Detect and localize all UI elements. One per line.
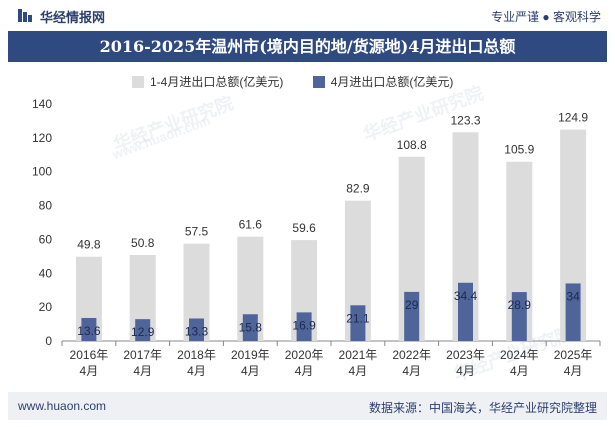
x-tick-label-line: 4月 — [187, 364, 206, 378]
bar-series-2-8 — [511, 292, 527, 341]
top-bar: 华经情报网 专业严谨 ● 客观科学 — [0, 0, 615, 30]
x-tick-label-line: 2019年 — [231, 348, 270, 362]
y-tick-label-0: 0 — [45, 334, 52, 348]
x-tick-label-1: 2017年 4月 — [123, 348, 162, 378]
bar-series-2-7 — [458, 282, 473, 341]
x-tick-label-line: 2024年 — [500, 348, 539, 362]
chart-title: 2016-2025年温州市(境内目的地/货源地)4月进出口总额 — [8, 31, 607, 62]
legend-swatch-series-1 — [132, 75, 144, 88]
data-label-series-2-9: 34 — [566, 289, 580, 303]
data-label-series-1-0: 49.8 — [77, 238, 101, 252]
data-label-series-2-4: 16.9 — [292, 318, 316, 332]
y-tick-label-3: 60 — [39, 232, 53, 246]
x-tick-label-line: 4月 — [510, 364, 529, 378]
x-tick-label-line: 4月 — [133, 364, 152, 378]
x-tick-label-3: 2019年 4月 — [231, 348, 270, 378]
data-label-series-1-2: 57.5 — [185, 225, 209, 239]
bar-series-2-3 — [242, 314, 258, 341]
legend-item-series-2: 4月进出口总额(亿美元) — [312, 73, 454, 90]
x-tick-label-line: 4月 — [349, 364, 368, 378]
x-tick-label-line: 4月 — [295, 364, 314, 378]
y-tick-label-4: 80 — [39, 199, 53, 213]
x-tick-label-line: 2016年 — [70, 348, 109, 362]
y-tick-label-1: 20 — [39, 300, 53, 314]
legend-label-series-2: 4月进出口总额(亿美元) — [330, 75, 454, 89]
logo-text: 华经情报网 — [40, 10, 106, 25]
x-tick-label-line: 2022年 — [392, 348, 431, 362]
x-tick-label-line: 2017年 — [123, 348, 162, 362]
footer-website: www.huaon.com — [18, 399, 107, 413]
x-tick-label-7: 2023年 4月 — [446, 348, 485, 378]
bar-series-2-0 — [81, 317, 97, 341]
x-tick-label-line: 4月 — [564, 364, 583, 378]
footer: www.huaon.com 数据来源：中国海关，华经产业研究院整理 — [8, 392, 607, 420]
data-label-series-1-8: 105.9 — [504, 143, 534, 157]
bar-series-2-5 — [350, 305, 366, 341]
data-label-series-1-9: 124.9 — [558, 111, 588, 125]
bar-series-2-6 — [404, 291, 420, 341]
y-tick-label-7: 140 — [32, 97, 52, 111]
bar-series-2-2 — [189, 318, 204, 341]
x-tick-label-line: 2018年 — [177, 348, 216, 362]
data-label-series-1-3: 61.6 — [239, 218, 263, 232]
data-label-series-1-6: 108.8 — [397, 138, 427, 152]
x-tick-label-line: 4月 — [402, 364, 421, 378]
x-tick-label-6: 2022年 4月 — [392, 348, 431, 378]
x-tick-label-line: 2020年 — [285, 348, 324, 362]
x-tick-label-2: 2018年 4月 — [177, 348, 216, 378]
logo-icon — [18, 9, 32, 22]
data-label-series-1-4: 59.6 — [292, 221, 316, 235]
x-tick-label-line: 4月 — [80, 364, 99, 378]
data-label-series-2-7: 34.4 — [454, 289, 478, 303]
data-label-series-2-8: 28.9 — [508, 298, 532, 312]
x-tick-label-line: 2025年 — [554, 348, 593, 362]
x-tick-label-0: 2016年 4月 — [70, 348, 109, 378]
data-label-series-2-3: 15.8 — [239, 320, 263, 334]
x-tick-label-5: 2021年 4月 — [339, 348, 378, 378]
legend: 1-4月进出口总额(亿美元) 4月进出口总额(亿美元) — [132, 73, 479, 91]
data-label-series-2-1: 12.9 — [131, 325, 155, 339]
y-tick-label-2: 40 — [39, 266, 53, 280]
bar-series-2-4 — [296, 312, 312, 341]
data-label-series-2-2: 13.3 — [185, 324, 209, 338]
data-label-series-1-1: 50.8 — [131, 236, 155, 250]
legend-item-series-1: 1-4月进出口总额(亿美元) — [132, 73, 283, 90]
bar-series-2-9 — [565, 283, 581, 341]
data-label-series-2-6: 29 — [405, 298, 419, 312]
x-tick-label-4: 2020年 4月 — [285, 348, 324, 378]
data-label-series-2-0: 13.6 — [77, 324, 101, 338]
y-tick-label-6: 120 — [32, 131, 52, 145]
x-tick-label-line: 2021年 — [339, 348, 378, 362]
x-tick-label-line: 2023年 — [446, 348, 485, 362]
data-label-series-2-5: 21.1 — [346, 311, 370, 325]
data-label-series-1-5: 82.9 — [346, 182, 370, 196]
x-tick-label-line: 4月 — [456, 364, 475, 378]
bar-series-2-1 — [135, 319, 151, 341]
x-tick-label-9: 2025年 4月 — [554, 348, 593, 378]
footer-source: 数据来源：中国海关，华经产业研究院整理 — [368, 401, 597, 415]
x-tick-label-line: 4月 — [241, 364, 260, 378]
legend-label-series-1: 1-4月进出口总额(亿美元) — [150, 75, 284, 89]
legend-swatch-series-2 — [312, 75, 325, 88]
y-tick-label-5: 100 — [32, 165, 52, 179]
x-tick-label-8: 2024年 4月 — [500, 348, 539, 378]
slogan: 专业严谨 ● 客观科学 — [491, 10, 601, 24]
data-label-series-1-7: 123.3 — [450, 113, 480, 127]
